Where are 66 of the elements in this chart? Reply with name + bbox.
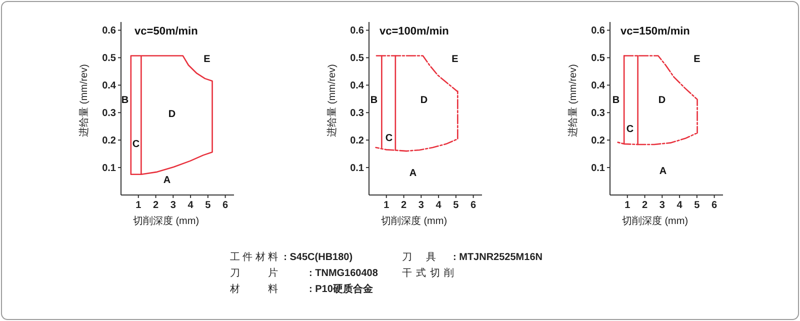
annotation: B xyxy=(370,95,378,106)
y-tick-label: 0.1 xyxy=(591,163,606,174)
annotation: E xyxy=(204,54,211,65)
y-tick-label: 0.4 xyxy=(102,80,116,92)
y-tick-label: 0.5 xyxy=(591,53,606,64)
annotation: E xyxy=(452,54,459,65)
annotation: B xyxy=(121,95,129,106)
x-axis-title: 切削深度 (mm) xyxy=(380,215,448,227)
x-tick-label: 2 xyxy=(400,200,407,211)
x-tick-label: 5 xyxy=(453,200,460,211)
y-tick-label: 0.5 xyxy=(102,53,116,64)
x-tick-label: 5 xyxy=(694,200,700,211)
chart-title: vc=100m/min xyxy=(379,25,450,38)
annotation: D xyxy=(658,95,666,106)
text: 干式切削 xyxy=(402,267,454,279)
annotation: D xyxy=(420,95,428,106)
annotation: B xyxy=(612,95,620,106)
y-tick-label: 0.2 xyxy=(591,136,606,147)
text: 材料 : P10硬质合金 xyxy=(230,284,373,295)
x-tick-label: 2 xyxy=(642,200,648,211)
y-tick-label: 0.4 xyxy=(350,80,364,92)
y-tick-label: 0.6 xyxy=(102,26,116,37)
x-axis-title: 切削深度 (mm) xyxy=(132,215,200,227)
x-tick-label: 4 xyxy=(436,200,442,211)
y-tick-label: 0.1 xyxy=(102,163,116,174)
x-tick-label: 1 xyxy=(624,200,631,211)
x-tick-label: 3 xyxy=(659,200,666,211)
x-tick-label: 1 xyxy=(384,200,390,211)
y-tick-label: 0.2 xyxy=(350,136,364,147)
x-tick-label: 6 xyxy=(470,200,477,211)
y-tick-label: 0.1 xyxy=(350,163,364,174)
x-axis-title: 切削深度 (mm) xyxy=(622,215,688,227)
x-tick-label: 4 xyxy=(188,200,194,211)
x-tick-label: 5 xyxy=(205,200,212,211)
y-tick-label: 0.3 xyxy=(350,108,364,120)
y-tick-label: 0.2 xyxy=(102,136,116,147)
chart-title: vc=150m/min xyxy=(620,25,690,38)
y-axis-title: 进给量 (mm/rev) xyxy=(78,64,90,137)
x-tick-label: 6 xyxy=(222,200,229,211)
annotation: E xyxy=(694,54,701,65)
y-axis-title: 进给量 (mm/rev) xyxy=(567,64,579,137)
annotation: A xyxy=(409,168,417,179)
y-tick-label: 0.6 xyxy=(350,26,364,37)
y-tick-label: 0.3 xyxy=(591,108,606,120)
x-tick-label: 6 xyxy=(712,200,718,211)
annotation: C xyxy=(626,124,634,135)
y-tick-label: 0.3 xyxy=(102,108,116,120)
chart-title: vc=50m/min xyxy=(134,25,198,38)
y-tick-label: 0.6 xyxy=(591,26,606,37)
text: 刀片 : TNMG160408 xyxy=(230,268,378,279)
x-tick-label: 3 xyxy=(170,200,176,211)
line-series xyxy=(130,55,213,176)
y-tick-label: 0.5 xyxy=(350,53,364,64)
y-axis-title: 进给量 (mm/rev) xyxy=(326,64,338,137)
annotation: D xyxy=(168,109,176,120)
x-tick-label: 4 xyxy=(676,200,683,211)
x-tick-label: 3 xyxy=(418,200,424,211)
annotation: C xyxy=(385,133,393,144)
x-tick-label: 2 xyxy=(152,200,159,211)
annotation: C xyxy=(132,139,140,150)
y-tick-label: 0.4 xyxy=(591,80,606,92)
annotation: A xyxy=(659,166,667,177)
text: 刀具 : MTJNR2525M16N xyxy=(402,252,542,263)
x-tick-label: 1 xyxy=(136,200,142,211)
text: 工件材料 : S45C(HB180) xyxy=(230,251,353,263)
annotation: A xyxy=(163,175,171,186)
